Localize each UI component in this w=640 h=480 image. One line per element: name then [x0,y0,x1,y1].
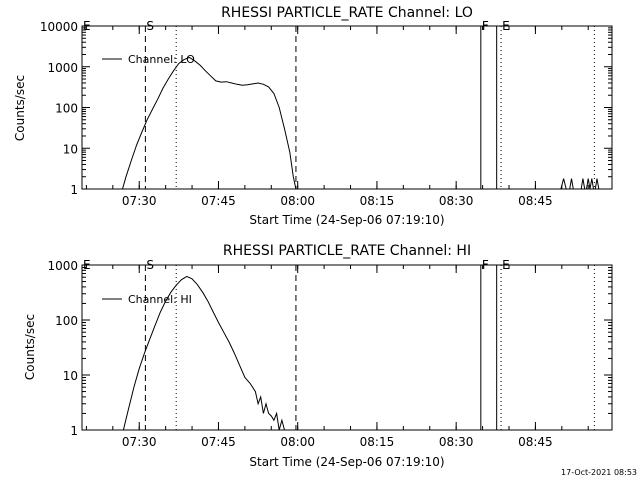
x-tick-label: 08:15 [360,194,395,208]
x-tick-label: 08:15 [360,435,395,449]
marker-label: E [502,258,510,272]
series-line-segment-0 [122,275,285,431]
x-tick-label: 08:45 [518,194,553,208]
series-line-segment-0 [122,56,297,190]
y-tick-label: 100 [55,314,78,328]
marker-label: S [146,258,154,272]
series-line-segment-2 [569,178,574,190]
legend-label: Channel: LO [128,53,195,66]
plot-frame [81,25,613,190]
x-tick-label: 08:30 [439,194,474,208]
marker-label: F [482,258,489,272]
x-tick-label: 08:45 [518,435,553,449]
series-line-segment-4 [586,178,594,190]
y-tick-label: 10000 [40,20,78,34]
marker-label: S [146,19,154,33]
x-tick-label: 08:30 [439,435,474,449]
y-axis-ticks: 1 10 100 1000 [47,259,612,438]
y-tick-label: 1 [70,183,78,197]
y-tick-label: 1000 [47,61,78,75]
x-axis-label: Start Time (24-Sep-06 07:19:10) [249,213,444,227]
plot-panel-hi: RHESSI PARTICLE_RATE Channel: HI Counts/… [23,243,613,469]
plot-panel-lo: RHESSI PARTICLE_RATE Channel: LO Counts/… [13,5,613,227]
marker-label: E [502,19,510,33]
y-axis-ticks: 1 10 100 1000 10000 [40,20,612,197]
x-axis-label: Start Time (24-Sep-06 07:19:10) [249,455,444,469]
chart-title: RHESSI PARTICLE_RATE Channel: HI [223,243,471,259]
x-tick-label: 08:00 [280,435,315,449]
series-line-segment-1 [560,178,567,190]
series-lines [122,275,285,431]
y-tick-label: 10 [63,369,78,383]
y-tick-label: 10 [63,142,78,156]
series-line-segment-3 [580,178,586,190]
x-tick-label: 07:30 [122,435,157,449]
y-tick-label: 1000 [47,259,78,273]
x-tick-label: 07:45 [201,194,236,208]
x-axis-ticks: 07:30 07:45 08:00 08:15 08:30 08:45 [85,26,589,208]
series-line-segment-5 [594,178,600,190]
timestamp: 17-Oct-2021 08:53 [561,468,637,477]
legend-label: Channel: HI [128,293,192,306]
plot-frame [81,264,613,431]
x-axis-ticks: 07:30 07:45 08:00 08:15 08:30 08:45 [85,265,589,449]
x-tick-label: 07:45 [201,435,236,449]
y-tick-label: 100 [55,102,78,116]
chart-title: RHESSI PARTICLE_RATE Channel: LO [221,5,473,21]
series-lines [122,56,600,190]
x-tick-label: 07:30 [122,194,157,208]
y-tick-label: 1 [70,424,78,438]
time-markers: ESFE [81,19,595,189]
marker-label: F [482,19,489,33]
y-axis-label: Counts/sec [13,75,27,141]
time-markers: ESFE [81,258,595,430]
y-axis-label: Counts/sec [23,314,37,380]
x-tick-label: 08:00 [280,194,315,208]
